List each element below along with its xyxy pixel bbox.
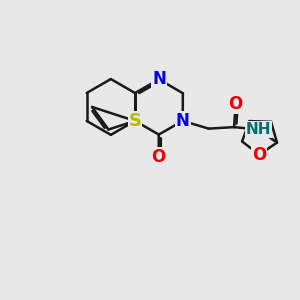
Text: N: N (176, 112, 190, 130)
Text: O: O (229, 95, 243, 113)
Text: O: O (252, 146, 266, 164)
Text: S: S (128, 112, 142, 130)
Text: NH: NH (246, 122, 272, 137)
Text: O: O (152, 148, 166, 166)
Text: N: N (152, 70, 166, 88)
